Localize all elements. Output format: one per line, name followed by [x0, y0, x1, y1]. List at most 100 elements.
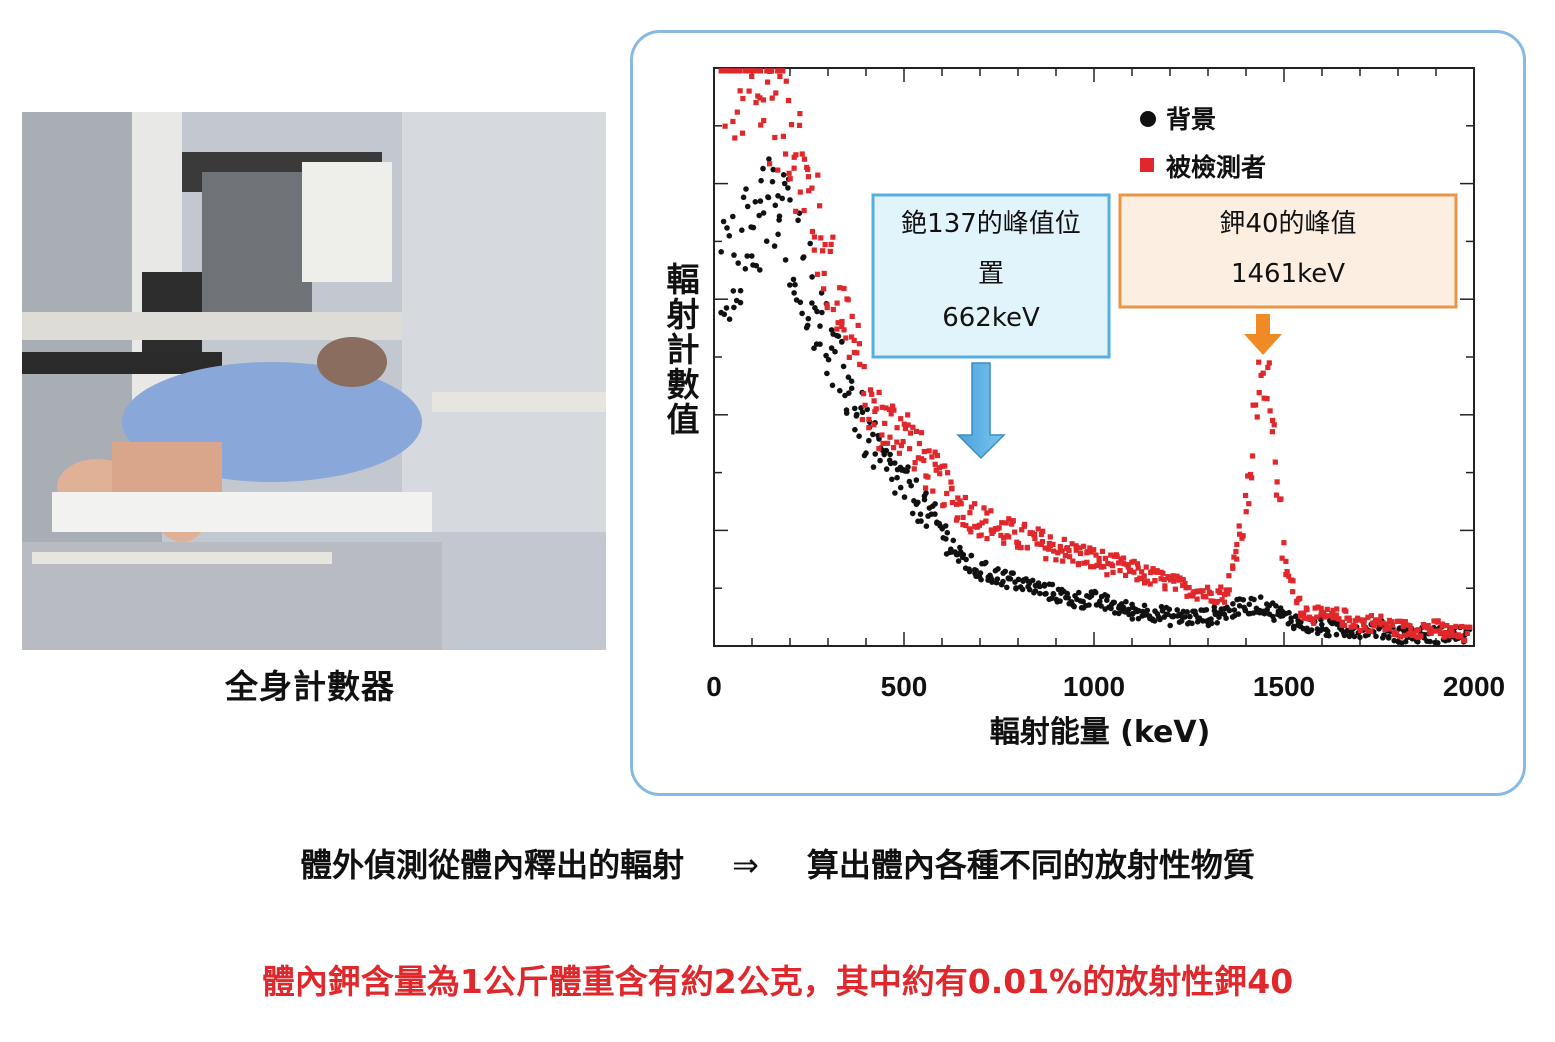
- subject-point: [934, 452, 940, 459]
- subject-point: [1384, 621, 1390, 627]
- background-point: [848, 385, 855, 392]
- subject-point: [753, 100, 759, 106]
- subject-point: [1399, 618, 1405, 625]
- subject-point: [786, 170, 792, 176]
- subject-point: [1330, 607, 1336, 613]
- background-point: [771, 243, 778, 249]
- subject-point: [1061, 536, 1067, 542]
- subject-point: [737, 88, 743, 94]
- subject-point: [1256, 390, 1262, 396]
- subject-point: [1160, 570, 1166, 576]
- background-point: [749, 253, 755, 259]
- note-right: 算出體內各種不同的放射性物質: [806, 846, 1255, 884]
- subject-point: [901, 421, 907, 427]
- subject-point: [1172, 586, 1178, 592]
- background-point: [1166, 606, 1173, 613]
- subject-point: [1301, 610, 1307, 616]
- subject-point: [921, 457, 927, 464]
- cs137-label-line2: 置: [978, 259, 1004, 289]
- subject-point: [1104, 572, 1110, 578]
- background-point: [1013, 585, 1019, 592]
- subject-point: [1060, 558, 1066, 564]
- subject-point: [1310, 616, 1316, 622]
- subject-point: [1267, 408, 1273, 414]
- subject-point: [1038, 531, 1045, 538]
- subject-point: [1213, 599, 1219, 605]
- subject-point: [1088, 564, 1094, 570]
- subject-point: [1362, 625, 1368, 631]
- background-point: [795, 217, 801, 224]
- subject-point: [887, 434, 893, 440]
- background-point: [825, 356, 832, 363]
- background-point: [852, 405, 858, 412]
- background-point: [892, 460, 898, 466]
- subject-point: [1453, 623, 1459, 629]
- subject-point: [1233, 548, 1239, 555]
- subject-point: [1200, 588, 1206, 594]
- subject-point: [834, 326, 840, 332]
- subject-point: [1306, 614, 1313, 620]
- subject-point: [1102, 555, 1108, 561]
- cs137-arrow: [956, 362, 1006, 460]
- subject-point: [1389, 619, 1395, 625]
- background-point: [1049, 581, 1056, 588]
- background-point: [840, 363, 847, 370]
- subject-point: [960, 514, 966, 520]
- subject-point: [1361, 621, 1367, 628]
- background-point: [1167, 622, 1173, 629]
- subject-point: [923, 485, 929, 491]
- chart-frame: [630, 30, 1526, 796]
- subject-point: [1365, 614, 1371, 620]
- subject-point: [1265, 364, 1271, 371]
- background-point: [1037, 590, 1043, 597]
- subject-point: [791, 165, 797, 171]
- subject-point: [1444, 623, 1450, 629]
- background-point: [966, 566, 972, 572]
- subject-point: [967, 510, 973, 516]
- background-point: [942, 523, 949, 529]
- subject-point: [1223, 587, 1229, 593]
- subject-point: [820, 248, 826, 254]
- subject-point: [1088, 549, 1094, 555]
- subject-point: [1467, 624, 1473, 630]
- subject-point: [1240, 533, 1246, 539]
- subject-point: [758, 122, 764, 128]
- subject-point: [773, 90, 779, 96]
- subject-point: [1047, 542, 1053, 548]
- subject-point: [859, 417, 865, 423]
- subject-point: [769, 68, 775, 74]
- subject-point: [1361, 617, 1367, 623]
- background-point: [1308, 627, 1315, 633]
- subject-point: [1324, 606, 1330, 612]
- subject-point: [926, 448, 932, 454]
- background-point: [950, 537, 957, 544]
- subject-point: [945, 470, 951, 476]
- subject-point: [787, 176, 793, 182]
- subject-point: [805, 166, 811, 173]
- background-point: [1373, 633, 1379, 640]
- subject-point: [797, 189, 803, 195]
- background-point: [995, 566, 1001, 572]
- subject-point: [801, 208, 807, 214]
- subject-point: [1162, 583, 1168, 589]
- subject-point: [1298, 613, 1304, 619]
- background-point: [772, 202, 779, 209]
- subject-point: [1070, 558, 1076, 564]
- subject-point: [854, 350, 860, 356]
- subject-point: [1314, 614, 1320, 620]
- subject-point: [913, 428, 920, 434]
- subject-point: [894, 425, 900, 431]
- subject-point: [876, 389, 882, 395]
- spectrum-chart: 0 500 1000 1500 2000 背景 被檢測者 銫137的峰值位 置 662k…: [706, 67, 1505, 750]
- background-point: [731, 252, 737, 258]
- background-point: [799, 310, 805, 317]
- subject-point: [1162, 586, 1168, 592]
- subject-point: [1319, 609, 1325, 615]
- subject-point: [941, 502, 947, 508]
- subject-point: [1226, 573, 1232, 579]
- subject-point: [880, 440, 886, 446]
- subject-point: [1253, 402, 1259, 408]
- background-point: [737, 299, 744, 306]
- subject-point: [1171, 578, 1177, 584]
- background-point: [721, 311, 728, 318]
